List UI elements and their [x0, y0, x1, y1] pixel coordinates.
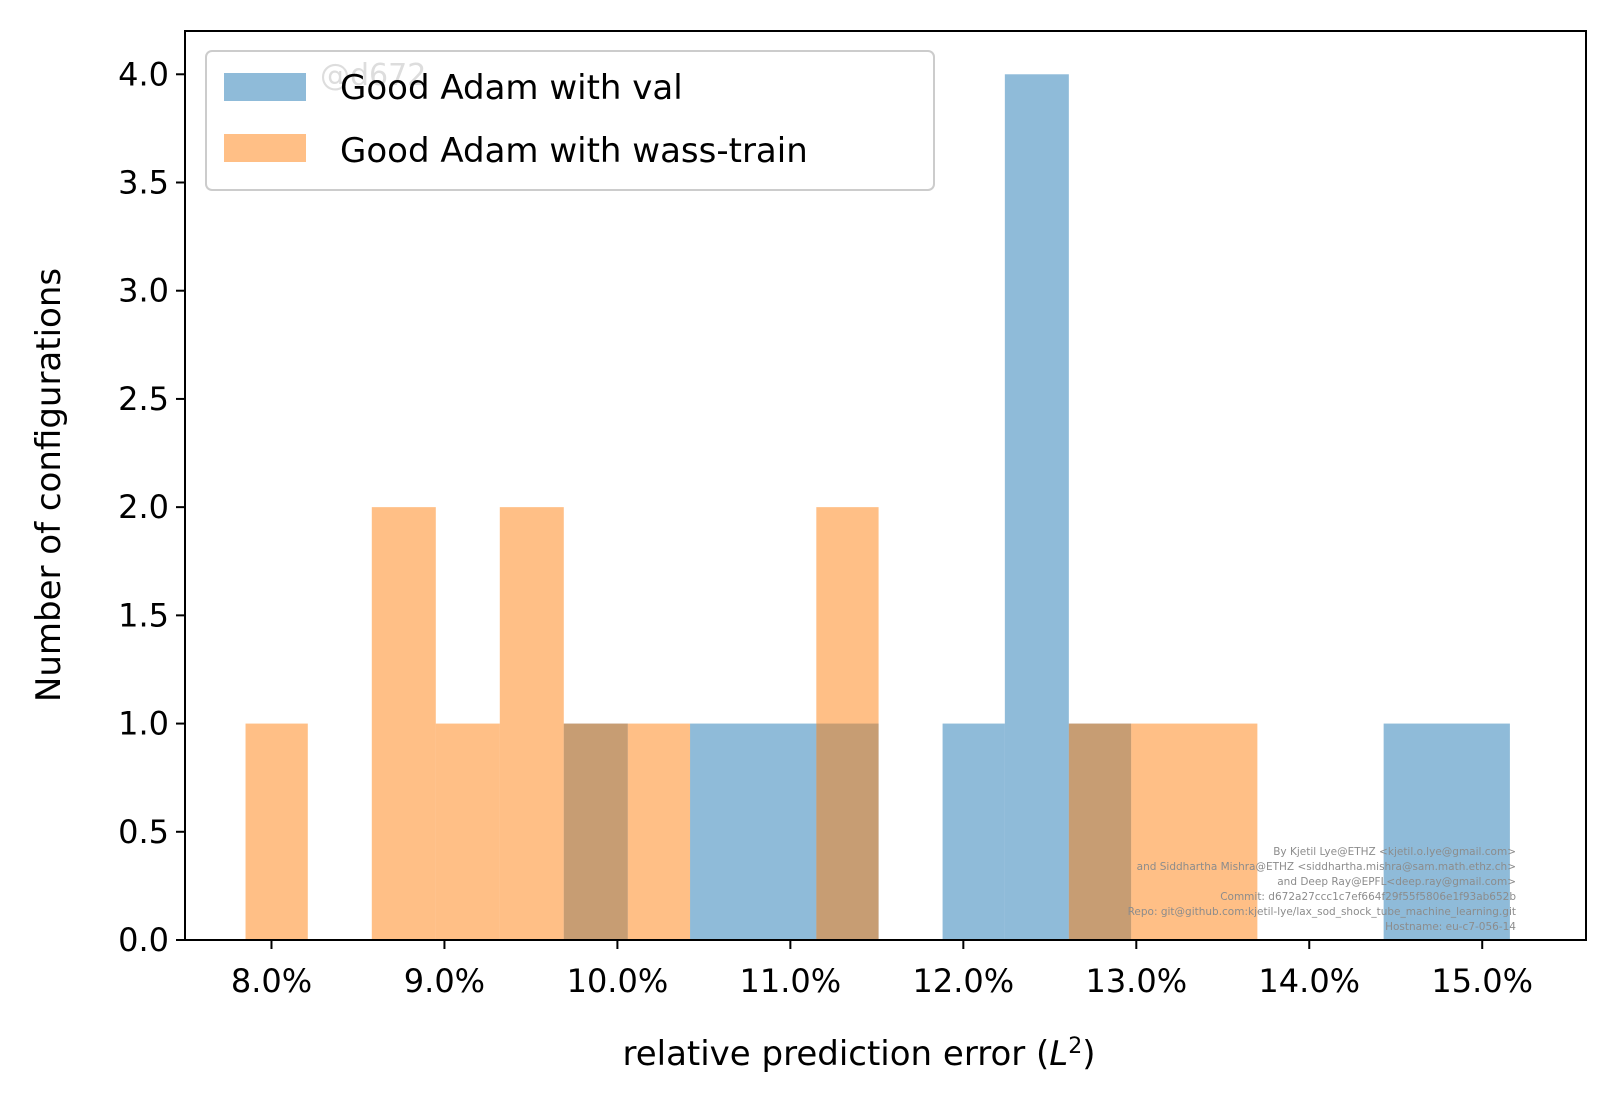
credit-line: By Kjetil Lye@ETHZ <kjetil.o.lye@gmail.c…	[1273, 846, 1516, 858]
credit-line: Hostname: eu-c7-056-14	[1385, 921, 1516, 933]
bar-val-3	[942, 723, 1005, 940]
bar-wass-train-0	[245, 723, 308, 940]
bar-wass-train-6	[816, 507, 879, 940]
credit-line: Repo: git@github.com:kjetil-lye/lax_sod_…	[1128, 906, 1516, 918]
legend-label-val: Good Adam with val	[340, 68, 683, 108]
bar-val-1	[690, 723, 817, 940]
x-axis-label: relative prediction error (L2)	[622, 1034, 1095, 1075]
x-tick-label: 9.0%	[404, 962, 485, 1000]
legend: @d672 Good Adam with val Good Adam with …	[205, 50, 935, 191]
y-tick-label: 2.0	[118, 488, 169, 526]
legend-label-wass-train: Good Adam with wass-train	[340, 131, 808, 171]
x-tick-label: 14.0%	[1258, 962, 1360, 1000]
x-tick-label: 12.0%	[913, 962, 1015, 1000]
y-tick-label: 0.0	[118, 921, 169, 959]
credit-line: and Deep Ray@EPFL<deep.ray@gmail.com>	[1277, 876, 1516, 888]
bar-wass-train-2	[435, 723, 500, 940]
y-tick-label: 4.0	[118, 55, 169, 93]
bar-wass-train-7	[1068, 723, 1132, 940]
y-axis-label: Number of configurations	[29, 268, 69, 702]
y-tick-label: 3.5	[118, 164, 169, 202]
x-tick-label: 11.0%	[740, 962, 842, 1000]
credits-block: By Kjetil Lye@ETHZ <kjetil.o.lye@gmail.c…	[1128, 846, 1517, 933]
bars-layer	[245, 74, 1510, 941]
x-tick-label: 8.0%	[231, 962, 312, 1000]
y-tick-label: 3.0	[118, 272, 169, 310]
credit-line: and Siddhartha Mishra@ETHZ <siddhartha.m…	[1137, 861, 1516, 873]
x-tick-label: 15.0%	[1431, 962, 1533, 1000]
watermark-text: @d672	[320, 58, 426, 93]
legend-swatch-wass-train	[224, 134, 306, 162]
legend-swatch-val	[224, 73, 306, 101]
y-tick-label: 1.0	[118, 705, 169, 743]
x-tick-label: 10.0%	[567, 962, 669, 1000]
plot-area-frame	[184, 30, 1587, 941]
bar-wass-train-4	[563, 723, 628, 940]
x-tick-label: 13.0%	[1085, 962, 1187, 1000]
y-axis-ticks: 0.0 0.5 1.0 1.5 2.0 2.5 3.0 3.5 4.0	[118, 55, 185, 959]
legend-box	[205, 50, 935, 191]
x-axis-ticks: 8.0% 9.0% 10.0% 11.0% 12.0% 13.0% 14.0% 15.0%	[231, 940, 1533, 1000]
y-tick-label: 2.5	[118, 380, 169, 418]
bar-val-4	[1004, 74, 1069, 941]
y-tick-label: 1.5	[118, 596, 169, 634]
credit-line: Commit: d672a27ccc1c7ef664f29f55f5806e1f…	[1220, 891, 1516, 903]
bar-val-6	[1383, 723, 1510, 940]
bar-wass-train-1	[371, 507, 436, 940]
bar-wass-train-3	[499, 507, 564, 940]
bar-wass-train-8	[1131, 723, 1258, 940]
bar-wass-train-5	[627, 723, 691, 940]
y-tick-label: 0.5	[118, 813, 169, 851]
